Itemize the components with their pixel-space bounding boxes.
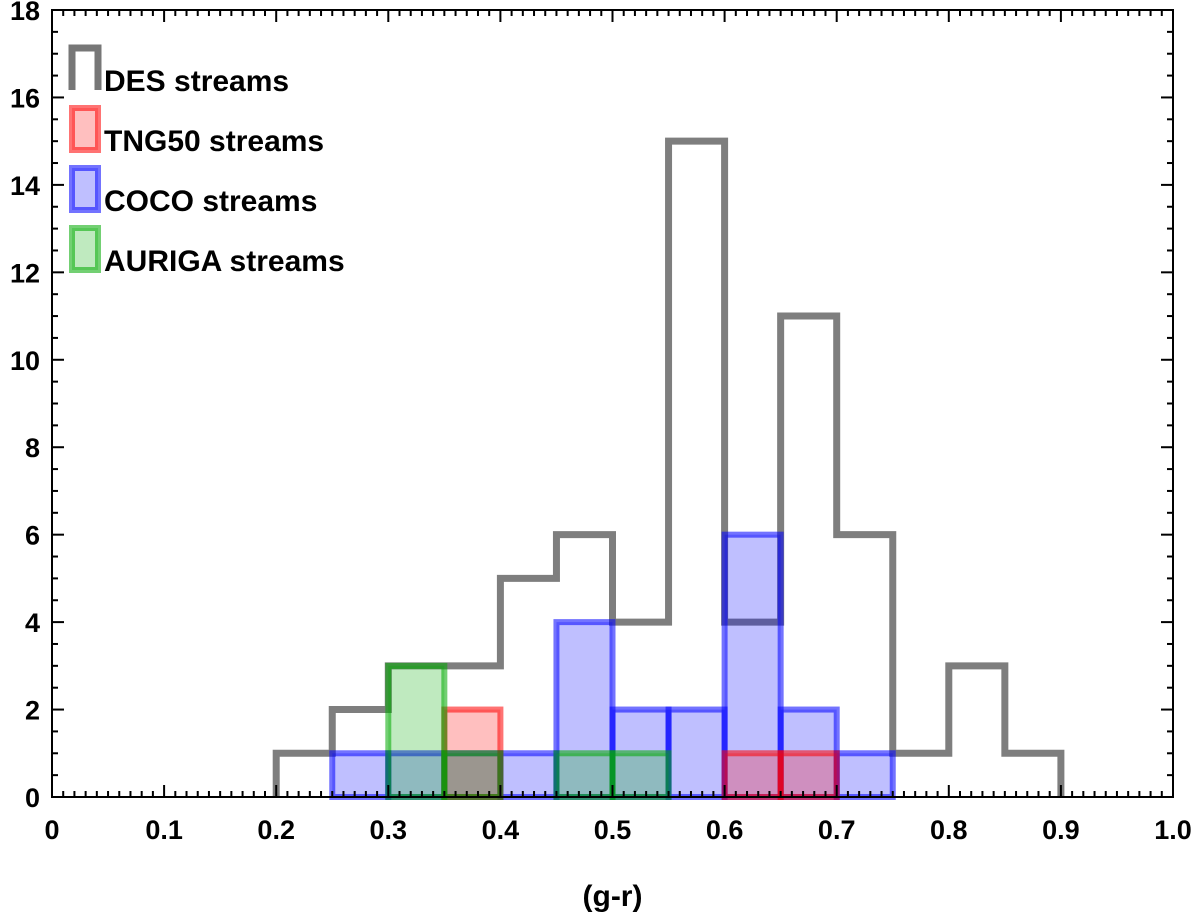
x-tick-label: 0 xyxy=(44,815,59,845)
legend-item-des-streams: DES streams xyxy=(68,44,289,98)
x-tick-label: 0.4 xyxy=(482,815,520,845)
x-tick-label: 1.0 xyxy=(1154,815,1192,845)
y-tick-label: 12 xyxy=(10,258,40,288)
legend-label: DES streams xyxy=(104,65,289,98)
y-tick-label: 14 xyxy=(10,171,40,201)
y-tick-label: 8 xyxy=(25,433,40,463)
x-axis-ticks: 0 0.1 0.2 0.3 0.4 0.5 0.6 0.7 0.8 0.9 1.0 xyxy=(44,10,1192,845)
x-tick-label: 0.6 xyxy=(706,815,744,845)
y-tick-label: 16 xyxy=(10,83,40,113)
legend: DES streams TNG50 streams COCO streams AURI… xyxy=(68,44,345,278)
y-tick-label: 10 xyxy=(10,346,40,376)
legend-swatch xyxy=(68,44,102,90)
x-tick-label: 0.5 xyxy=(594,815,632,845)
x-tick-label: 0.9 xyxy=(1042,815,1080,845)
y-tick-label: 0 xyxy=(25,783,40,813)
x-tick-label: 0.2 xyxy=(257,815,295,845)
x-axis-title: (g-r) xyxy=(583,880,643,913)
x-tick-label: 0.1 xyxy=(145,815,183,845)
legend-label: TNG50 streams xyxy=(104,125,324,158)
y-tick-label: 18 xyxy=(10,0,40,26)
legend-item-auriga-streams: AURIGA streams xyxy=(69,225,345,278)
legend-label: AURIGA streams xyxy=(104,245,345,278)
x-tick-label: 0.3 xyxy=(370,815,408,845)
coco-streams-bar xyxy=(329,750,392,800)
y-tick-label: 2 xyxy=(25,696,40,726)
y-tick-label: 4 xyxy=(25,608,40,638)
x-tick-label: 0.7 xyxy=(818,815,856,845)
coco-streams-bar xyxy=(665,706,728,800)
coco-streams-bar xyxy=(497,750,560,800)
y-tick-label: 6 xyxy=(25,521,40,551)
legend-swatch xyxy=(69,165,101,213)
tng50-streams-bar xyxy=(777,750,840,800)
auriga-streams-bar xyxy=(609,750,672,800)
coco-streams-bar xyxy=(833,750,896,800)
bars-layer xyxy=(272,137,1065,801)
legend-label: COCO streams xyxy=(104,185,317,218)
auriga-streams-bar xyxy=(553,750,616,800)
legend-swatch xyxy=(69,225,101,273)
legend-item-coco-streams: COCO streams xyxy=(69,165,317,218)
tng50-streams-bar xyxy=(721,750,784,800)
legend-swatch xyxy=(69,105,101,153)
legend-item-tng50-streams: TNG50 streams xyxy=(69,105,324,158)
auriga-streams-bar xyxy=(385,662,448,800)
y-axis-ticks: 0 2 4 6 8 10 12 14 16 18 xyxy=(10,0,1173,813)
auriga-streams-bar xyxy=(441,750,504,800)
x-tick-label: 0.8 xyxy=(930,815,968,845)
